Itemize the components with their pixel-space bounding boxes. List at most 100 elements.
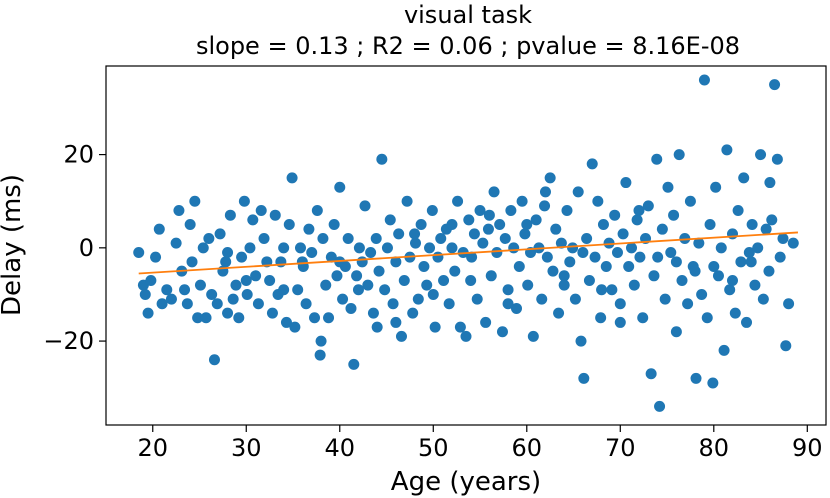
data-point <box>729 307 741 319</box>
y-tick-label: 20 <box>63 141 94 169</box>
data-point <box>179 284 191 296</box>
data-point <box>592 195 604 207</box>
data-point <box>755 149 767 161</box>
data-point <box>371 321 383 333</box>
data-point <box>238 195 250 207</box>
data-point <box>502 284 514 296</box>
data-point <box>197 242 209 254</box>
data-point <box>620 177 632 189</box>
data-point <box>564 256 576 268</box>
data-point <box>698 74 710 86</box>
data-point <box>780 340 792 352</box>
data-point <box>200 312 212 324</box>
x-tick-label: 70 <box>605 434 636 462</box>
data-point <box>348 358 360 370</box>
data-point <box>264 274 276 286</box>
data-point <box>596 284 608 296</box>
data-point <box>323 312 335 324</box>
data-point <box>589 251 601 263</box>
data-point <box>407 307 419 319</box>
data-point <box>446 219 458 231</box>
data-point <box>170 237 182 249</box>
data-point <box>710 181 722 193</box>
x-tick-label: 50 <box>418 434 449 462</box>
data-point <box>550 223 562 235</box>
data-point <box>651 153 663 165</box>
data-point <box>652 251 664 263</box>
data-point <box>352 284 364 296</box>
data-point <box>553 307 565 319</box>
data-point <box>452 195 464 207</box>
data-point <box>595 312 607 324</box>
x-tick-label: 90 <box>792 434 823 462</box>
y-tick-label: −20 <box>43 327 94 355</box>
plot-frame <box>105 65 827 426</box>
data-point <box>494 219 506 231</box>
data-point <box>465 274 477 286</box>
data-point <box>488 186 500 198</box>
data-point <box>283 219 295 231</box>
x-axis: 20 30 40 50 60 70 80 90 <box>137 425 823 462</box>
data-point <box>631 214 643 226</box>
data-point <box>236 251 248 263</box>
data-point <box>294 242 306 254</box>
data-point <box>289 321 301 333</box>
data-point <box>401 195 413 207</box>
data-point <box>345 302 357 314</box>
data-point <box>746 219 758 231</box>
data-point <box>502 298 514 310</box>
chart-title: visual task <box>404 1 532 29</box>
data-point <box>325 251 337 263</box>
data-point <box>561 205 573 217</box>
data-point <box>435 233 447 245</box>
data-point <box>539 186 551 198</box>
data-point <box>252 298 264 310</box>
data-point <box>230 279 242 291</box>
x-axis-label: Age (years) <box>391 467 541 497</box>
data-point <box>474 205 486 217</box>
data-point <box>222 307 234 319</box>
data-point <box>510 302 522 314</box>
data-point <box>760 223 772 235</box>
data-point <box>749 279 761 291</box>
data-point <box>240 274 252 286</box>
data-point <box>757 293 769 305</box>
data-point <box>376 153 388 165</box>
data-point <box>521 219 533 231</box>
data-point <box>296 256 308 268</box>
data-point <box>777 233 789 245</box>
data-point <box>186 256 198 268</box>
data-point <box>555 237 567 249</box>
data-point <box>609 209 621 221</box>
data-point <box>203 233 215 245</box>
data-point <box>530 214 542 226</box>
data-point <box>362 279 374 291</box>
data-point <box>597 219 609 231</box>
data-point <box>463 214 475 226</box>
data-point <box>206 288 218 300</box>
data-point <box>181 298 193 310</box>
data-point <box>334 181 346 193</box>
data-point <box>381 242 393 254</box>
data-point <box>409 228 421 240</box>
data-point <box>390 316 402 328</box>
data-point <box>558 270 570 282</box>
data-point <box>581 233 593 245</box>
data-point <box>393 228 405 240</box>
data-point <box>583 274 595 286</box>
data-point <box>715 242 727 254</box>
data-point <box>696 288 708 300</box>
data-point <box>192 312 204 324</box>
data-point <box>665 246 677 258</box>
data-point <box>379 284 391 296</box>
y-axis: −20 0 20 <box>43 141 106 355</box>
data-point <box>519 228 531 240</box>
data-point <box>693 237 705 249</box>
data-point <box>513 260 525 272</box>
data-point <box>300 298 312 310</box>
data-point <box>426 205 438 217</box>
data-point <box>745 256 757 268</box>
data-point <box>342 233 354 245</box>
data-point <box>184 219 196 231</box>
data-point <box>623 260 635 272</box>
